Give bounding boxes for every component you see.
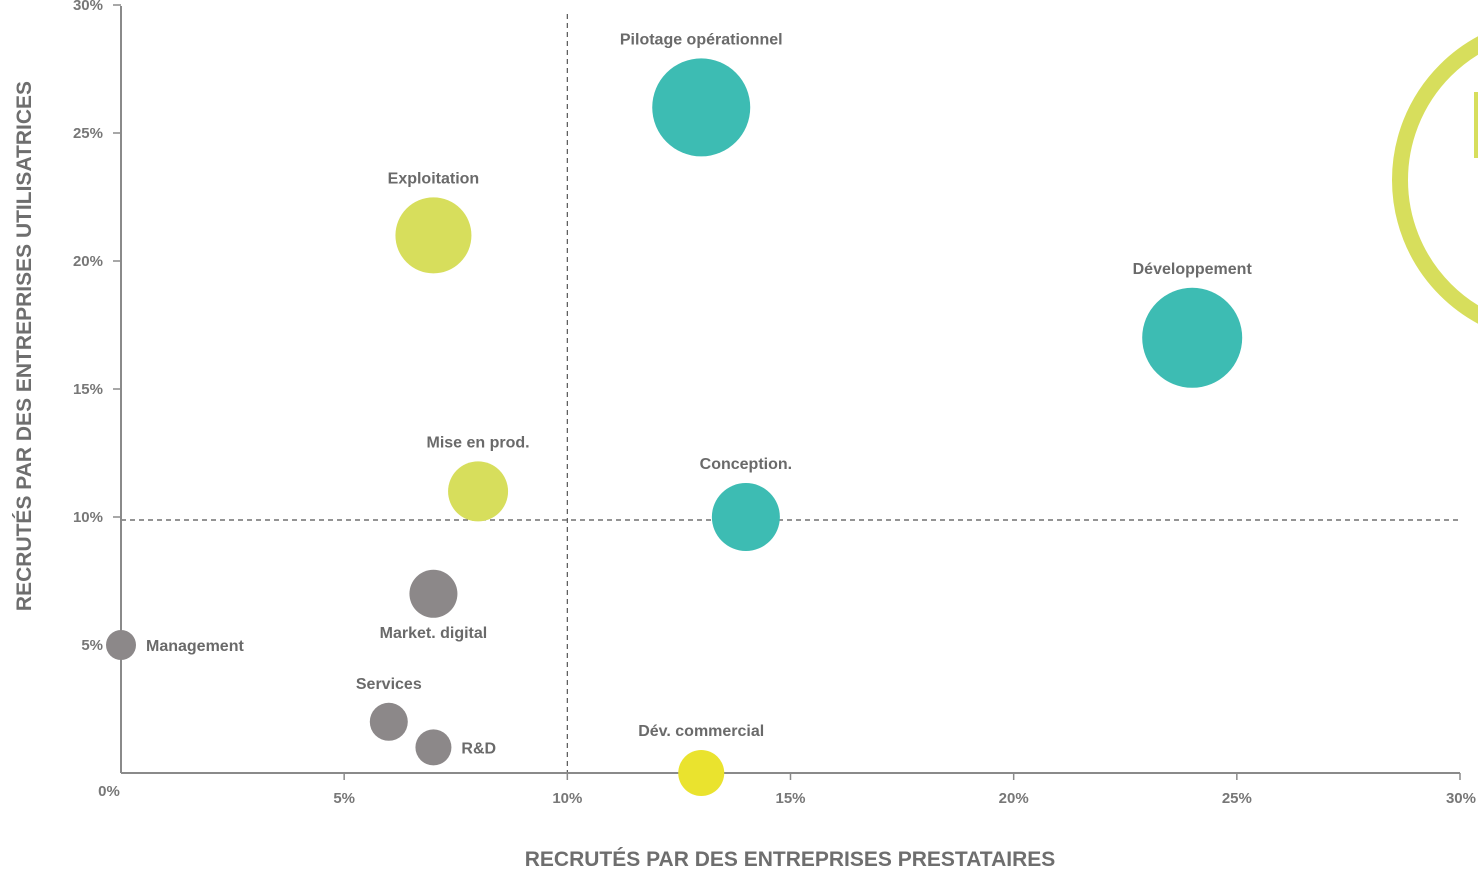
x-tick-label: 20% <box>999 790 1029 807</box>
y-tick-label: 15% <box>73 381 103 398</box>
bubble <box>678 750 725 796</box>
x-tick-label: 30% <box>1446 790 1476 807</box>
axes: 0% 5% 10% 15% 20% 25% 30% 5% 10% 15% 20% 25% 30% <box>73 0 1476 807</box>
bubble-label: Exploitation <box>388 170 480 187</box>
x-axis-title: RECRUTÉS PAR DES ENTREPRISES PRESTATAIRE… <box>525 848 1056 871</box>
corner-ring <box>1392 36 1478 324</box>
bubble-label: Pilotage opérationnel <box>620 31 783 48</box>
y-tick-label: 25% <box>73 125 103 142</box>
bubble-label: Mise en prod. <box>427 434 530 451</box>
y-tick-label: 20% <box>73 253 103 270</box>
bubble <box>369 702 408 741</box>
bubbles <box>106 58 1243 796</box>
decor-layer <box>1392 36 1478 324</box>
y-axis-title: RECRUTÉS PAR DES ENTREPRISES UTILISATRIC… <box>13 81 36 611</box>
bubble <box>448 461 509 522</box>
bubble-label: Services <box>356 676 422 693</box>
bubble <box>415 729 452 766</box>
bubble <box>395 197 472 274</box>
bubble-label: Dév. commercial <box>638 723 764 740</box>
y-tick-label: 5% <box>81 637 103 654</box>
bubble-label: Market. digital <box>380 625 488 642</box>
bubble <box>711 483 780 551</box>
bubble-label: Management <box>146 638 244 655</box>
bubble <box>106 630 136 660</box>
x-tick-label: 10% <box>552 790 582 807</box>
reference-lines <box>121 14 1462 773</box>
bubble-label: Conception. <box>700 456 792 473</box>
bubble <box>652 58 751 157</box>
bubble-label: Développement <box>1133 261 1253 278</box>
bubble <box>1142 287 1243 388</box>
x-tick-label: 0% <box>98 783 120 800</box>
y-tick-label: 10% <box>73 509 103 526</box>
bubble-labels: Pilotage opérationnel Développement Concep… <box>146 31 1252 757</box>
bubble <box>409 569 458 618</box>
y-tick-label: 30% <box>73 0 103 14</box>
x-tick-label: 25% <box>1222 790 1252 807</box>
x-tick-label: 15% <box>775 790 805 807</box>
x-tick-label: 5% <box>333 790 355 807</box>
bubble-label: R&D <box>461 740 496 757</box>
corner-ring-mark <box>1474 92 1478 158</box>
